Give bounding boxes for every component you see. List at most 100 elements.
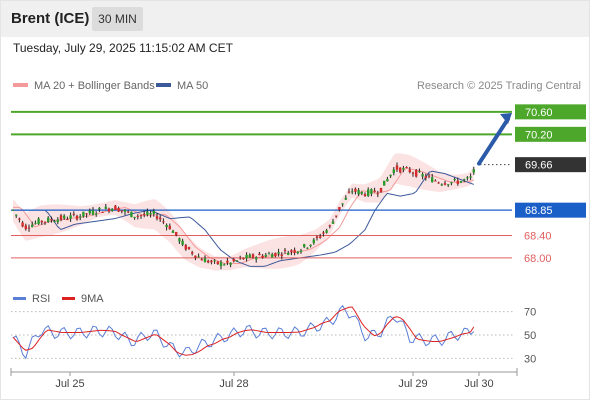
candle-body xyxy=(139,215,143,217)
legend-label: MA 50 xyxy=(177,80,209,92)
candle-body xyxy=(152,210,155,214)
candle-body xyxy=(370,189,373,194)
x-axis-label: Jul 28 xyxy=(219,378,248,390)
candle-body xyxy=(338,207,341,210)
candle-body xyxy=(434,180,437,182)
candle-body xyxy=(133,216,136,218)
candle-body xyxy=(280,254,283,257)
candle-body xyxy=(258,253,261,256)
candle-body xyxy=(322,232,325,234)
candle-body xyxy=(197,256,200,258)
candle-body xyxy=(95,213,98,215)
candle-body xyxy=(232,258,235,262)
candle-body xyxy=(66,219,69,221)
candle-body xyxy=(290,250,293,252)
candle-body xyxy=(283,249,287,251)
candle-body xyxy=(213,260,216,262)
candle-body xyxy=(203,258,207,263)
candle-body xyxy=(261,255,264,258)
legend-item-9ma: 9MA xyxy=(62,293,104,305)
candle-body xyxy=(331,221,335,224)
candle-body xyxy=(309,244,312,247)
legend-item-ma50: MA 50 xyxy=(156,80,208,92)
rsi-line xyxy=(12,304,475,360)
candle-body xyxy=(379,187,383,193)
candle-body xyxy=(264,254,267,257)
candle-body xyxy=(159,217,162,220)
candle-body xyxy=(344,197,347,200)
candle-body xyxy=(75,215,79,220)
candle-body xyxy=(248,254,251,258)
candle-body xyxy=(165,224,168,228)
candle-body xyxy=(85,213,88,215)
candle-body xyxy=(162,221,165,223)
candle-body xyxy=(245,254,248,259)
candle-body xyxy=(325,230,328,233)
candle-body xyxy=(363,194,367,197)
candle-body xyxy=(408,169,411,173)
candle-body xyxy=(31,224,34,227)
candle-body xyxy=(354,188,357,192)
candle-body xyxy=(303,244,306,247)
candle-body xyxy=(155,216,159,219)
rsi-tick-label: 70 xyxy=(524,307,536,319)
level-label: 70.20 xyxy=(525,129,553,141)
candle-body xyxy=(24,225,27,230)
level-label: 68.40 xyxy=(524,230,552,242)
candle-body xyxy=(453,179,456,181)
candle-body xyxy=(399,167,402,173)
candle-body xyxy=(287,252,290,255)
candle-body xyxy=(440,184,443,186)
candle-body xyxy=(91,210,95,215)
candle-body xyxy=(191,252,194,254)
candle-body xyxy=(335,215,338,217)
level-label: 70.60 xyxy=(525,107,553,119)
candle-body xyxy=(386,178,389,182)
candle-body xyxy=(168,225,171,230)
candle-body xyxy=(341,203,344,205)
candle-body xyxy=(319,236,322,238)
candle-body xyxy=(117,208,120,212)
candle-body xyxy=(50,219,53,221)
candle-body xyxy=(411,172,415,174)
level-tag xyxy=(515,157,586,173)
legend-swatch xyxy=(13,83,28,88)
legend-swatch xyxy=(62,296,75,300)
forecast-arrowhead xyxy=(500,112,512,124)
candle-body xyxy=(136,215,139,217)
legend-item-rsi: RSI xyxy=(13,293,50,305)
candle-body xyxy=(171,230,175,233)
candle-body xyxy=(347,191,351,193)
candle-body xyxy=(373,190,376,193)
candle-body xyxy=(312,239,315,243)
candle-body xyxy=(146,211,149,216)
candle-body xyxy=(175,232,178,236)
candle-body xyxy=(274,252,277,257)
timeframe-badge[interactable]: 30 MIN xyxy=(92,7,143,31)
candle-body xyxy=(306,247,309,249)
candle-body xyxy=(149,213,152,215)
candle-body xyxy=(194,255,197,258)
candle-body xyxy=(88,210,91,214)
ma50-line xyxy=(13,170,474,267)
candle-body xyxy=(226,260,229,263)
candle-body xyxy=(427,175,431,177)
credit-text: Research © 2025 Trading Central xyxy=(416,80,581,92)
candle-body xyxy=(223,264,226,266)
legend-label: 9MA xyxy=(81,293,104,305)
candle-body xyxy=(37,218,40,225)
candle-body xyxy=(219,262,223,266)
candle-body xyxy=(207,260,210,263)
candle-body xyxy=(11,209,15,211)
candle-body xyxy=(98,207,101,210)
candle-body xyxy=(424,176,427,179)
candle-body xyxy=(315,236,319,239)
candle-body xyxy=(447,184,450,186)
candle-body xyxy=(18,218,21,220)
candle-body xyxy=(351,191,354,193)
candle-body xyxy=(47,217,50,223)
legend-item-ma20-bollinger: MA 20 + Bollinger Bands xyxy=(13,80,155,92)
candle-body xyxy=(200,259,203,261)
x-axis-label: Jul 25 xyxy=(55,378,84,390)
